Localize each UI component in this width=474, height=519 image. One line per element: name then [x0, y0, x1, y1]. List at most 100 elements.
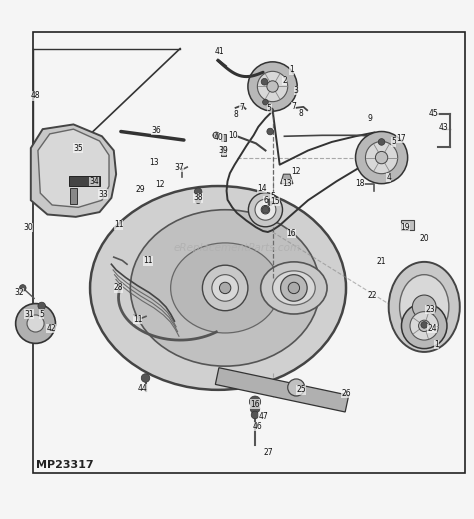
Text: 24: 24	[428, 324, 437, 333]
Circle shape	[288, 282, 300, 294]
Circle shape	[16, 304, 55, 344]
Circle shape	[356, 131, 408, 184]
Text: 37: 37	[174, 162, 184, 172]
Bar	[221, 146, 226, 156]
Text: 13: 13	[149, 158, 159, 167]
Circle shape	[250, 404, 260, 414]
Ellipse shape	[261, 262, 327, 314]
Text: 5: 5	[39, 309, 44, 319]
Text: 1: 1	[434, 340, 438, 349]
Text: 43: 43	[439, 123, 448, 132]
Text: 25: 25	[296, 385, 306, 394]
Text: 14: 14	[257, 184, 267, 193]
Text: 11: 11	[143, 256, 153, 265]
Circle shape	[267, 199, 273, 206]
Circle shape	[365, 142, 398, 174]
Text: 6: 6	[263, 196, 268, 205]
Text: 13: 13	[282, 179, 292, 188]
Circle shape	[255, 199, 276, 220]
Circle shape	[375, 152, 388, 164]
Circle shape	[261, 206, 270, 214]
Text: 10: 10	[228, 131, 238, 140]
Text: 12: 12	[292, 167, 301, 176]
Circle shape	[212, 275, 238, 301]
Text: 8: 8	[299, 109, 303, 118]
Circle shape	[249, 396, 261, 407]
Text: 1: 1	[289, 65, 294, 74]
Text: 18: 18	[356, 179, 365, 188]
Text: MP23317: MP23317	[36, 460, 93, 470]
Text: 33: 33	[99, 189, 108, 199]
Text: 41: 41	[215, 47, 225, 57]
Text: 4: 4	[386, 173, 391, 182]
Ellipse shape	[389, 262, 460, 352]
Bar	[401, 220, 414, 229]
Circle shape	[410, 311, 438, 340]
Text: 5: 5	[391, 138, 396, 146]
Circle shape	[141, 374, 150, 383]
Text: 32: 32	[14, 288, 24, 297]
Circle shape	[412, 295, 436, 319]
Text: 42: 42	[46, 324, 56, 333]
Ellipse shape	[171, 243, 280, 333]
Text: 27: 27	[264, 448, 273, 457]
Circle shape	[378, 139, 385, 145]
Circle shape	[19, 284, 26, 291]
Text: 19: 19	[401, 223, 410, 232]
Text: 23: 23	[425, 305, 435, 314]
Text: 7: 7	[239, 103, 244, 112]
Circle shape	[267, 81, 278, 92]
Ellipse shape	[90, 186, 346, 390]
Text: 22: 22	[367, 291, 377, 299]
Text: 38: 38	[193, 194, 203, 202]
Text: 47: 47	[258, 413, 268, 421]
Text: 44: 44	[137, 384, 147, 393]
Text: 17: 17	[396, 134, 405, 143]
Text: 7: 7	[292, 102, 296, 112]
Polygon shape	[38, 129, 109, 208]
Text: 46: 46	[253, 422, 262, 431]
Ellipse shape	[400, 275, 449, 339]
Circle shape	[194, 188, 202, 196]
Text: 45: 45	[429, 109, 438, 118]
Circle shape	[213, 132, 219, 139]
Circle shape	[248, 62, 297, 111]
Circle shape	[38, 302, 46, 310]
Circle shape	[281, 275, 307, 301]
Circle shape	[261, 78, 268, 85]
Bar	[69, 175, 100, 186]
Bar	[70, 188, 77, 203]
Text: 11: 11	[133, 315, 142, 324]
Circle shape	[248, 193, 283, 227]
Circle shape	[288, 379, 305, 396]
Text: 35: 35	[73, 144, 83, 153]
Circle shape	[401, 303, 447, 349]
Text: 29: 29	[135, 185, 145, 194]
Text: 26: 26	[341, 389, 351, 398]
Circle shape	[267, 128, 273, 135]
Text: 5: 5	[270, 192, 275, 201]
Circle shape	[196, 199, 201, 203]
Text: 48: 48	[31, 91, 40, 101]
Circle shape	[202, 265, 248, 311]
Text: 21: 21	[377, 257, 386, 266]
Circle shape	[263, 99, 268, 105]
Circle shape	[257, 71, 288, 102]
Text: eReplacementParts.com: eReplacementParts.com	[173, 243, 301, 253]
Circle shape	[262, 207, 269, 213]
Text: 12: 12	[155, 180, 164, 189]
Text: 9: 9	[367, 114, 372, 123]
Ellipse shape	[273, 271, 315, 305]
Circle shape	[219, 282, 231, 294]
Circle shape	[251, 411, 259, 419]
Text: 2: 2	[282, 76, 287, 85]
Text: 5: 5	[267, 104, 272, 113]
Text: 39: 39	[219, 146, 228, 155]
Polygon shape	[31, 125, 116, 217]
Text: 16: 16	[287, 229, 296, 238]
Text: 3: 3	[294, 86, 299, 95]
Bar	[221, 134, 226, 141]
Text: 30: 30	[24, 223, 33, 232]
Text: 31: 31	[25, 309, 34, 319]
Text: 16: 16	[250, 400, 260, 408]
